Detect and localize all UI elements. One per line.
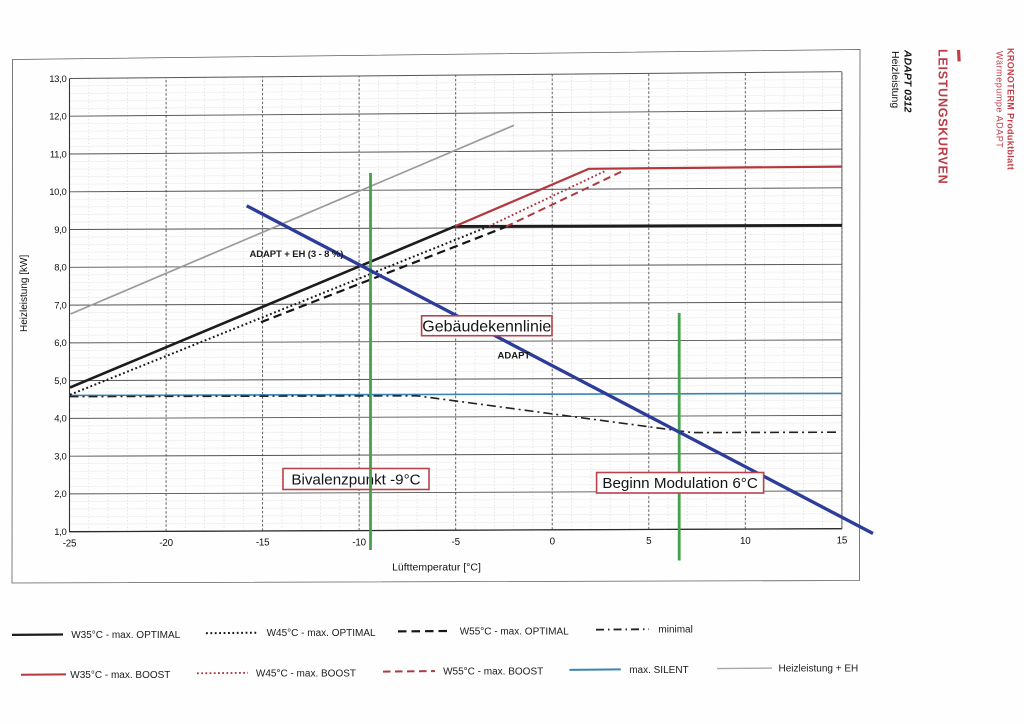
- svg-text:W45°C - max. OPTIMAL: W45°C - max. OPTIMAL: [267, 628, 376, 639]
- svg-text:-25: -25: [63, 539, 77, 550]
- svg-text:Lüfttemperatur [°C]: Lüfttemperatur [°C]: [392, 562, 481, 574]
- svg-text:W45°C - max. BOOST: W45°C - max. BOOST: [256, 668, 356, 679]
- svg-text:KRONOTERM Produktblatt: KRONOTERM Produktblatt: [1006, 48, 1016, 170]
- svg-text:-15: -15: [256, 538, 270, 549]
- svg-text:11,0: 11,0: [50, 149, 67, 160]
- svg-text:4,0: 4,0: [54, 414, 66, 425]
- svg-text:-10: -10: [352, 537, 366, 548]
- svg-text:7,0: 7,0: [54, 300, 66, 311]
- svg-text:W35°C - max. BOOST: W35°C - max. BOOST: [70, 670, 170, 681]
- svg-text:10,0: 10,0: [49, 187, 66, 198]
- svg-text:W55°C - max. BOOST: W55°C - max. BOOST: [443, 667, 543, 678]
- svg-text:W35°C - max. OPTIMAL: W35°C - max. OPTIMAL: [71, 630, 180, 641]
- svg-text:LEISTUNGSKURVEN: LEISTUNGSKURVEN: [936, 49, 950, 184]
- svg-text:13,0: 13,0: [49, 74, 66, 85]
- svg-text:W55°C - max. OPTIMAL: W55°C - max. OPTIMAL: [460, 627, 569, 638]
- svg-text:15: 15: [837, 535, 848, 546]
- svg-text:ADAPT: ADAPT: [498, 351, 531, 362]
- svg-text:3,0: 3,0: [54, 452, 66, 463]
- svg-text:6,0: 6,0: [54, 338, 66, 349]
- svg-text:8,0: 8,0: [54, 263, 66, 274]
- svg-text:0: 0: [550, 537, 556, 548]
- svg-text:Wärmepumpe ADAPT: Wärmepumpe ADAPT: [995, 51, 1005, 148]
- svg-text:minimal: minimal: [658, 625, 692, 636]
- svg-text:Heizleistung: Heizleistung: [889, 51, 901, 108]
- svg-text:5: 5: [646, 536, 652, 547]
- svg-text:9,0: 9,0: [54, 225, 66, 236]
- svg-text:10: 10: [740, 536, 751, 547]
- svg-text:Heizleistung [kW]: Heizleistung [kW]: [19, 255, 30, 332]
- svg-text:1,0: 1,0: [54, 527, 66, 538]
- svg-text:2,0: 2,0: [54, 489, 66, 500]
- svg-text:-20: -20: [159, 538, 173, 549]
- svg-text:Beginn Modulation 6°C: Beginn Modulation 6°C: [602, 475, 758, 492]
- svg-text:Gebäudekennlinie: Gebäudekennlinie: [422, 319, 551, 336]
- svg-text:12,0: 12,0: [49, 112, 66, 123]
- svg-text:ADAPT + EH (3 - 8 %): ADAPT + EH (3 - 8 %): [250, 249, 344, 260]
- svg-text:5,0: 5,0: [54, 376, 66, 387]
- svg-text:max. SILENT: max. SILENT: [629, 665, 688, 676]
- svg-text:Heizleistung + EH: Heizleistung + EH: [779, 664, 859, 675]
- svg-text:ADAPT 0312: ADAPT 0312: [902, 49, 914, 113]
- svg-text:-5: -5: [452, 537, 461, 548]
- svg-text:Bivalenzpunkt -9°C: Bivalenzpunkt -9°C: [291, 472, 420, 489]
